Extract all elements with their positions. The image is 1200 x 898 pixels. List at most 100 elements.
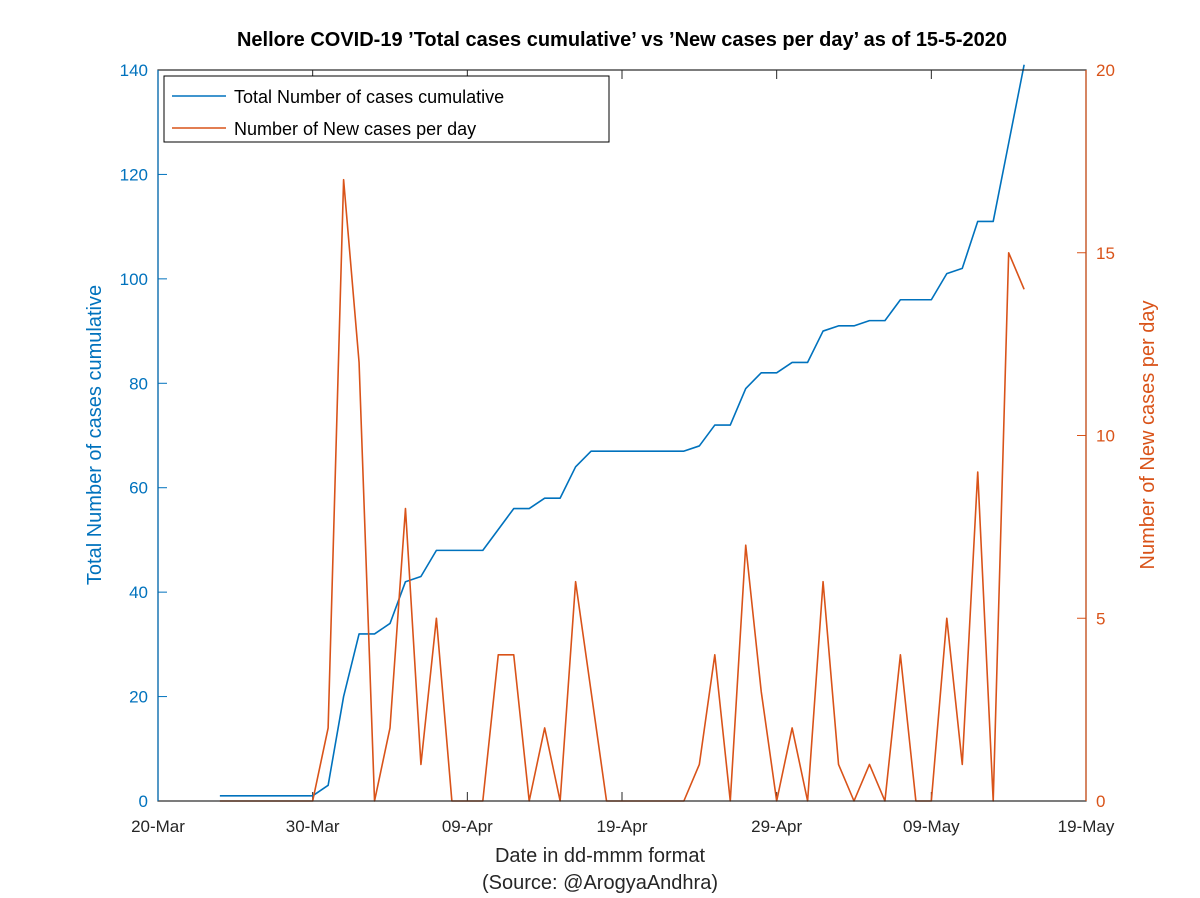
- new-cases-line-point: [822, 580, 825, 583]
- cumulative-cases-line-point: [729, 424, 732, 427]
- cumulative-cases-line-point: [234, 794, 237, 797]
- cumulative-cases-line-point: [249, 794, 252, 797]
- legend-label-cumulative: Total Number of cases cumulative: [234, 87, 504, 107]
- cumulative-cases-line-point: [327, 784, 330, 787]
- new-cases-line-point: [389, 726, 392, 729]
- cumulative-cases-line-point: [667, 450, 670, 453]
- cumulative-cases-line-point: [914, 298, 917, 301]
- cumulative-cases-line-point: [760, 371, 763, 374]
- legend: Total Number of cases cumulative Number …: [163, 75, 610, 143]
- cumulative-cases-line-point: [435, 549, 438, 552]
- left-y-tick-label: 120: [120, 165, 148, 184]
- new-cases-line-point: [760, 690, 763, 693]
- cumulative-cases-line-point: [992, 220, 995, 223]
- right-y-tick-label: 20: [1096, 61, 1115, 80]
- new-cases-line-point: [435, 617, 438, 620]
- cumulative-cases-line-point: [806, 361, 809, 364]
- new-cases-line-point: [744, 544, 747, 547]
- left-y-axis-label: Total Number of cases cumulative: [84, 285, 106, 585]
- left-y-tick-label: 20: [129, 688, 148, 707]
- cumulative-cases-line-point: [512, 507, 515, 510]
- new-cases-line-point: [945, 617, 948, 620]
- cumulative-cases-line-point: [358, 632, 361, 635]
- new-cases-line-point: [1023, 288, 1026, 291]
- cumulative-cases-line-point: [682, 450, 685, 453]
- new-cases-line-point: [574, 580, 577, 583]
- cumulative-cases-line-point: [605, 450, 608, 453]
- new-cases-line-point: [868, 763, 871, 766]
- cumulative-cases-line-point: [466, 549, 469, 552]
- new-cases-line-point: [590, 690, 593, 693]
- cumulative-cases-line-point: [899, 298, 902, 301]
- cumulative-cases-line-point: [636, 450, 639, 453]
- left-y-tick-label: 100: [120, 270, 148, 289]
- cumulative-cases-line-point: [404, 580, 407, 583]
- new-cases-line-point: [419, 763, 422, 766]
- new-cases-line-point: [358, 361, 361, 364]
- cumulative-cases-line-point: [497, 528, 500, 531]
- x-axis-label: Date in dd-mmm format: [495, 845, 705, 867]
- right-y-tick-label: 0: [1096, 792, 1105, 811]
- new-cases-line-point: [327, 726, 330, 729]
- new-cases-line-point: [899, 653, 902, 656]
- cumulative-cases-line-point: [744, 387, 747, 390]
- right-y-axis-ticks: 0 5 10 15 20: [1077, 61, 1115, 811]
- cumulative-cases-line-point: [528, 507, 531, 510]
- new-cases-line-point: [713, 653, 716, 656]
- right-y-tick-label: 15: [1096, 244, 1115, 263]
- cumulative-cases-line-point: [883, 319, 886, 322]
- cumulative-cases-line-point: [574, 465, 577, 468]
- left-y-tick-label: 60: [129, 479, 148, 498]
- x-tick-label: 20-Mar: [131, 817, 185, 836]
- x-axis-ticks: 20-Mar 30-Mar 09-Apr 19-Apr 29-Apr 09-May 19-M…: [131, 70, 1115, 836]
- cumulative-cases-line-point: [651, 450, 654, 453]
- legend-label-new-cases: Number of New cases per day: [234, 119, 476, 139]
- left-y-tick-label: 80: [129, 374, 148, 393]
- cumulative-cases-line-point: [621, 450, 624, 453]
- right-y-tick-label: 5: [1096, 609, 1105, 628]
- right-y-axis-label: Number of New cases per day: [1137, 300, 1159, 569]
- cumulative-cases-line-point: [945, 272, 948, 275]
- x-tick-label: 19-Apr: [596, 817, 647, 836]
- x-axis-source-label: (Source: @ArogyaAndhra): [482, 872, 718, 894]
- cumulative-cases-line-point: [791, 361, 794, 364]
- cumulative-cases-line-point: [342, 695, 345, 698]
- x-tick-label: 30-Mar: [286, 817, 340, 836]
- new-cases-line-point: [512, 653, 515, 656]
- cumulative-cases-line-point: [419, 575, 422, 578]
- cumulative-cases-line: [219, 64, 1025, 797]
- cumulative-cases-line-point: [450, 549, 453, 552]
- new-cases-line-point: [404, 507, 407, 510]
- cumulative-cases-line-point: [837, 324, 840, 327]
- new-cases-line-point: [543, 726, 546, 729]
- cumulative-cases-line-point: [868, 319, 871, 322]
- new-cases-line-point: [976, 471, 979, 474]
- cumulative-cases-line-point: [543, 497, 546, 500]
- x-tick-label: 19-May: [1058, 817, 1115, 836]
- chart-title: Nellore COVID-19 ’Total cases cumulative…: [237, 29, 1007, 51]
- cumulative-cases-line-point: [698, 444, 701, 447]
- cumulative-cases-line-point: [559, 497, 562, 500]
- legend-box: [163, 75, 610, 143]
- cumulative-cases-line-point: [775, 371, 778, 374]
- cumulative-cases-line-point: [976, 220, 979, 223]
- cumulative-cases-line-point: [389, 622, 392, 625]
- x-tick-label: 09-May: [903, 817, 960, 836]
- cumulative-cases-line-point: [296, 794, 299, 797]
- cumulative-cases-line-point: [1023, 63, 1026, 66]
- right-y-tick-label: 10: [1096, 427, 1115, 446]
- x-tick-label: 29-Apr: [751, 817, 802, 836]
- new-cases-line-point: [497, 653, 500, 656]
- new-cases-line-point: [698, 763, 701, 766]
- cumulative-cases-line-group: [218, 63, 1026, 797]
- cumulative-cases-line-point: [265, 794, 268, 797]
- cumulative-cases-line-point: [280, 794, 283, 797]
- left-y-tick-label: 40: [129, 583, 148, 602]
- left-y-axis-ticks: 0 20 40 60 80 100 120 140: [120, 61, 167, 811]
- left-y-tick-label: 140: [120, 61, 148, 80]
- cumulative-cases-line-point: [218, 794, 221, 797]
- new-cases-line-point: [1007, 251, 1010, 254]
- cumulative-cases-line-point: [481, 549, 484, 552]
